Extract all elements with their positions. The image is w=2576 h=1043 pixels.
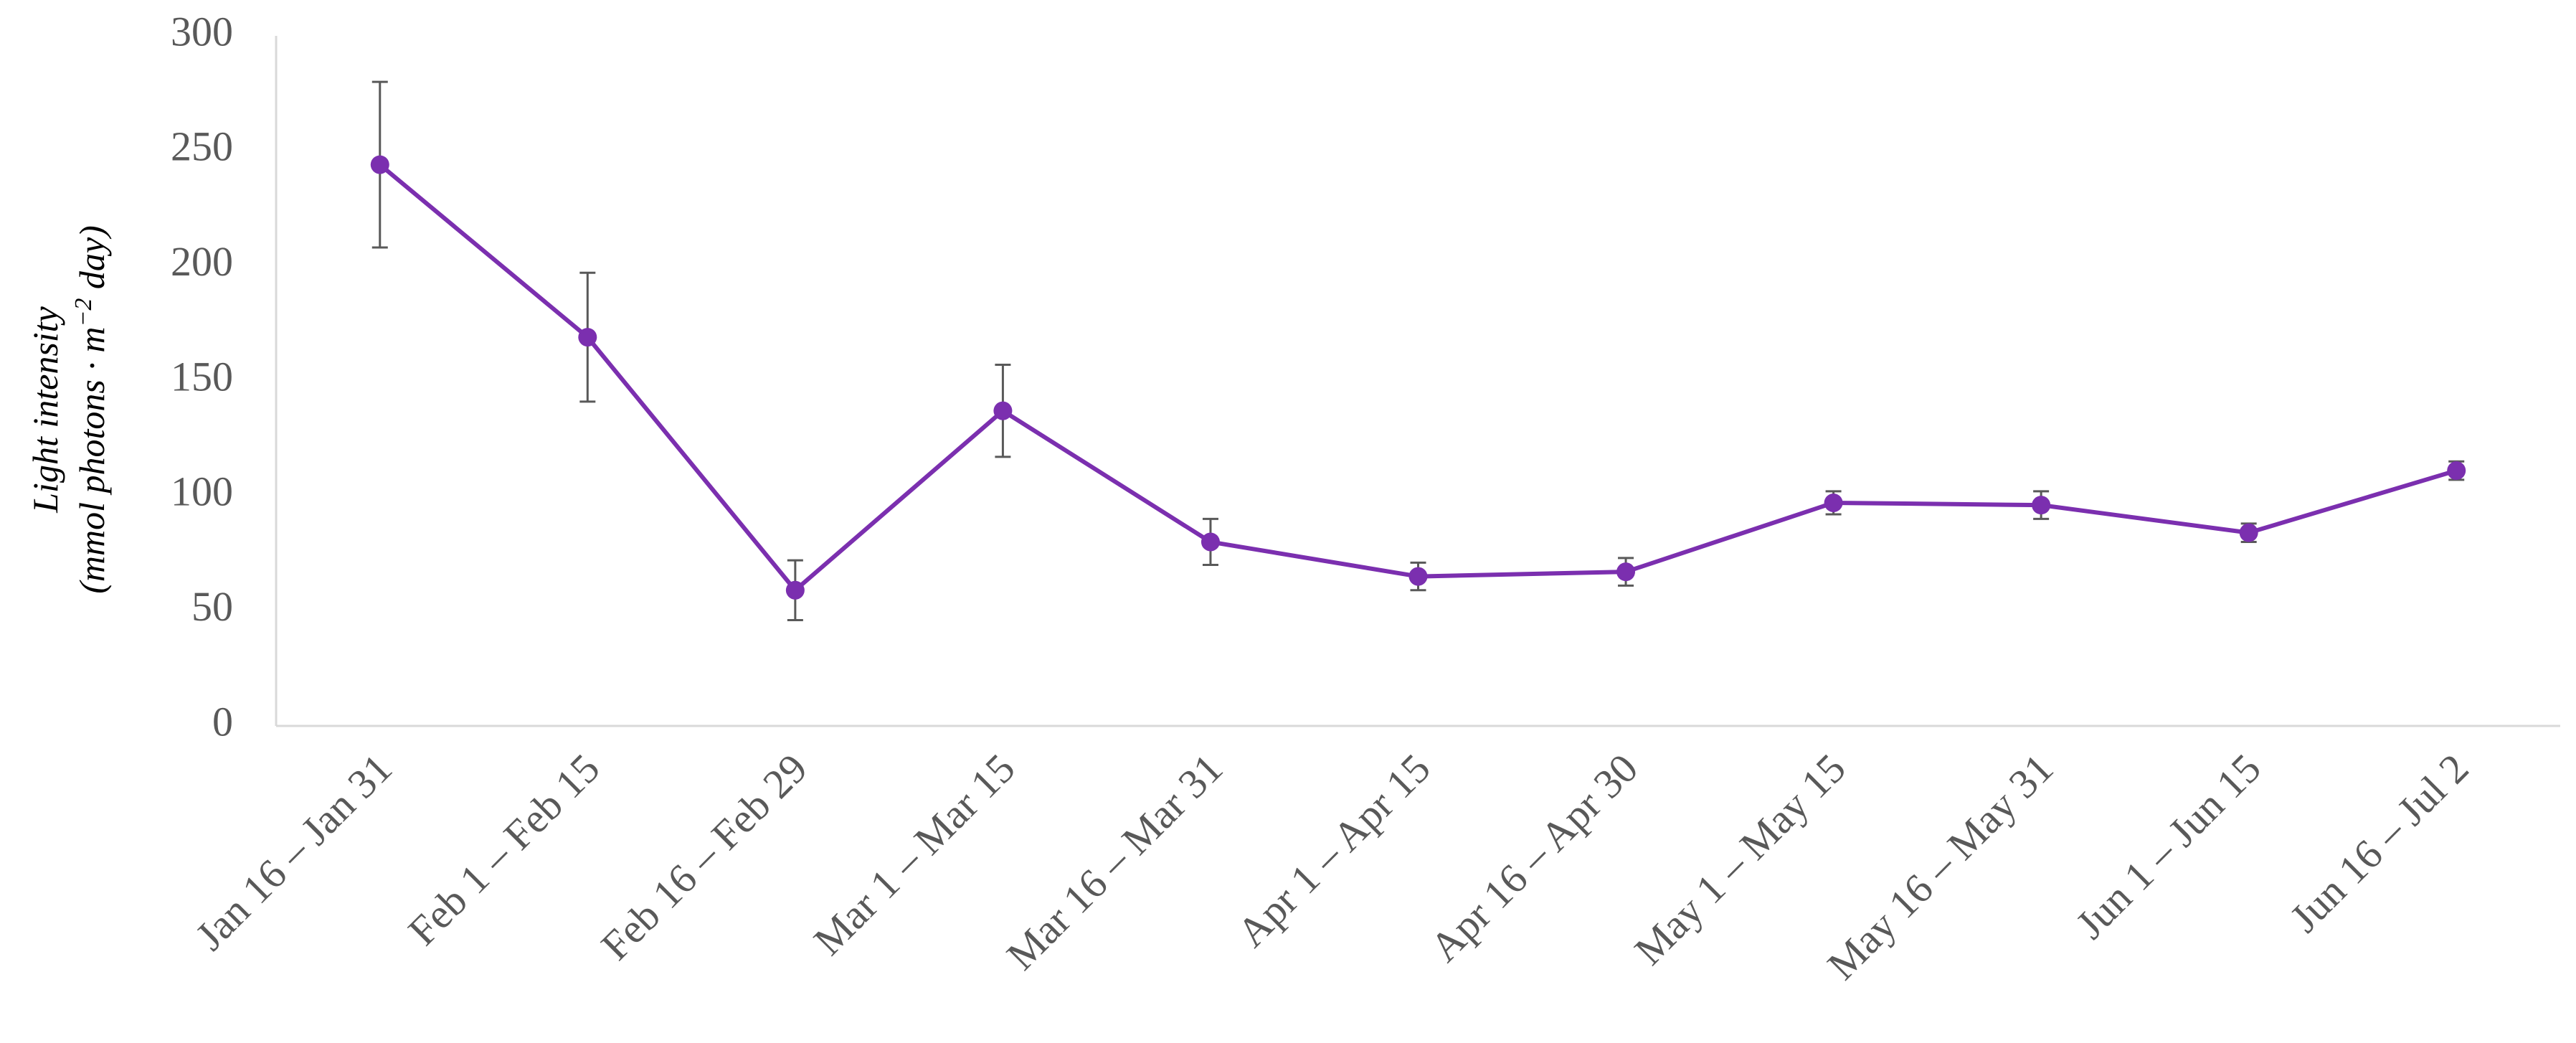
x-tick-label: May 16 – May 31 xyxy=(1818,745,2062,988)
data-point xyxy=(1824,493,1843,512)
y-axis-title-line1: Light intensity xyxy=(25,306,65,513)
y-tick-label: 0 xyxy=(212,698,233,745)
y-tick-label: 50 xyxy=(191,583,233,630)
y-axis-title-exponent: −2 xyxy=(70,298,97,327)
x-tick-label: Mar 16 – Mar 31 xyxy=(998,745,1231,978)
data-point xyxy=(785,580,805,600)
x-tick-label: Mar 1 – Mar 15 xyxy=(805,745,1024,964)
y-axis-title-line2: (mmol photons · m−2 day) xyxy=(70,225,113,594)
y-tick-label: 200 xyxy=(171,238,233,285)
x-tick-label: May 1 – May 15 xyxy=(1625,745,1854,973)
y-tick-labels: 0 50 100 150 200 250 300 xyxy=(171,8,233,745)
data-point xyxy=(1408,567,1428,586)
data-point xyxy=(1201,532,1220,552)
y-axis-title-suffix: day) xyxy=(72,225,112,298)
x-tick-label: Feb 16 – Feb 29 xyxy=(592,745,817,969)
x-tick-label: Jan 16 – Jan 31 xyxy=(186,745,401,959)
data-point xyxy=(993,401,1013,420)
x-tick-label: Feb 1 – Feb 15 xyxy=(399,745,608,954)
x-tick-label: Jun 16 – Jul 2 xyxy=(2281,745,2478,941)
data-point xyxy=(2239,523,2258,542)
y-tick-label: 250 xyxy=(171,123,233,170)
y-tick-label: 100 xyxy=(171,468,233,515)
x-tick-label: Apr 1 – Apr 15 xyxy=(1228,745,1439,955)
data-point xyxy=(578,328,597,347)
y-axis-title: Light intensity (mmol photons · m−2 day) xyxy=(25,225,112,594)
data-point xyxy=(2447,461,2466,481)
data-markers xyxy=(370,155,2466,600)
data-point xyxy=(2032,496,2051,515)
series-line xyxy=(378,163,2458,593)
y-axis-title-prefix: (mmol photons · m xyxy=(72,327,112,594)
x-tick-label: Apr 16 – Apr 30 xyxy=(1421,745,1647,971)
x-tick-label: Jun 1 – Jun 15 xyxy=(2067,745,2270,948)
data-point xyxy=(1616,562,1636,582)
error-bars xyxy=(371,80,2465,621)
data-point xyxy=(370,155,389,174)
y-tick-label: 300 xyxy=(171,8,233,55)
y-tick-label: 150 xyxy=(171,353,233,400)
